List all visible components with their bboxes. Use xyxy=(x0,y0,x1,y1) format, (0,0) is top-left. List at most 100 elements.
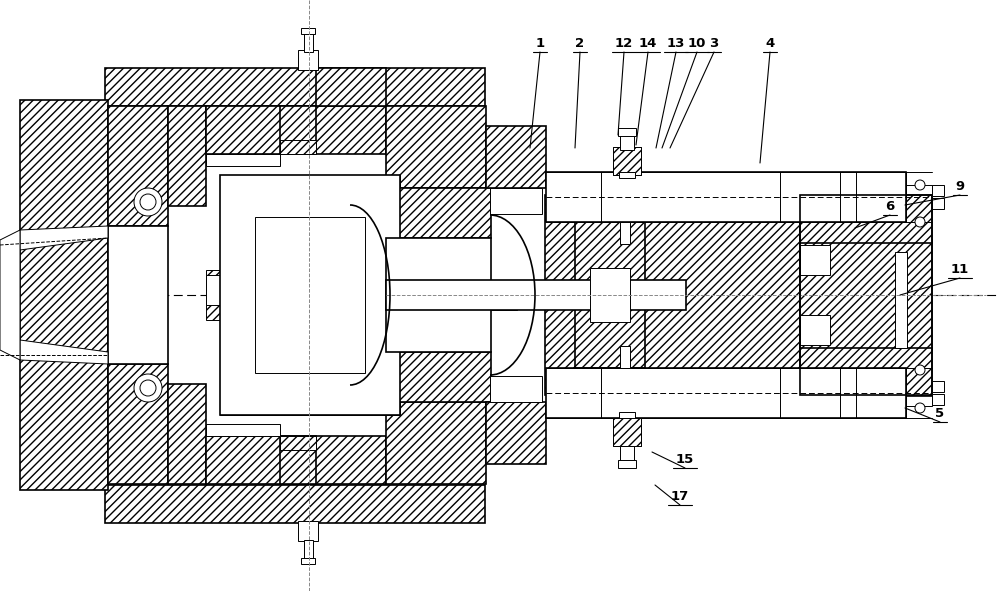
Bar xyxy=(800,195,932,395)
Bar xyxy=(206,154,280,166)
Bar xyxy=(105,68,485,106)
Bar xyxy=(365,217,400,373)
Text: 5: 5 xyxy=(935,407,945,420)
Bar xyxy=(575,195,605,230)
Bar xyxy=(590,268,630,322)
Bar xyxy=(108,364,168,484)
Text: 14: 14 xyxy=(639,37,657,50)
Bar xyxy=(932,198,944,209)
Bar xyxy=(490,188,542,214)
Bar xyxy=(575,360,605,395)
Polygon shape xyxy=(20,340,108,364)
Circle shape xyxy=(915,403,925,413)
Circle shape xyxy=(915,217,925,227)
Bar xyxy=(613,418,641,446)
Text: 11: 11 xyxy=(951,263,969,276)
Bar xyxy=(220,175,400,415)
Bar xyxy=(20,100,108,490)
Bar xyxy=(906,185,932,210)
Circle shape xyxy=(134,374,162,402)
Bar xyxy=(301,558,315,564)
Bar xyxy=(168,106,206,206)
Bar xyxy=(386,106,486,188)
Bar xyxy=(906,381,932,406)
Bar xyxy=(620,134,634,150)
Bar xyxy=(206,436,386,484)
Text: 6: 6 xyxy=(885,200,895,213)
Bar xyxy=(486,402,546,464)
Bar xyxy=(280,436,316,484)
Bar xyxy=(298,521,318,541)
Circle shape xyxy=(140,380,156,396)
Bar xyxy=(895,252,907,348)
Bar xyxy=(108,226,168,364)
Bar xyxy=(575,222,645,368)
Bar xyxy=(280,140,316,154)
Bar xyxy=(800,195,932,243)
Bar xyxy=(220,217,255,373)
Bar xyxy=(206,270,386,290)
Bar xyxy=(618,128,636,136)
Bar xyxy=(168,384,206,484)
Bar xyxy=(316,68,386,106)
Circle shape xyxy=(140,194,156,210)
Polygon shape xyxy=(20,226,108,250)
Bar xyxy=(301,28,315,34)
Circle shape xyxy=(915,180,925,190)
Bar xyxy=(220,175,400,217)
Bar xyxy=(386,238,491,352)
Bar xyxy=(619,172,635,178)
Bar xyxy=(620,222,630,244)
Bar xyxy=(255,217,365,373)
Bar xyxy=(856,368,906,418)
Bar xyxy=(546,368,906,418)
Bar xyxy=(304,30,313,52)
Bar xyxy=(618,460,636,468)
Bar xyxy=(613,147,641,175)
Bar xyxy=(490,376,542,402)
Bar xyxy=(546,172,601,222)
Bar xyxy=(932,381,944,392)
Text: 1: 1 xyxy=(535,37,545,50)
Bar xyxy=(686,280,716,310)
Bar xyxy=(487,280,517,310)
Bar xyxy=(546,172,906,222)
Text: 17: 17 xyxy=(671,490,689,503)
Bar xyxy=(620,446,634,462)
Bar xyxy=(108,106,168,226)
Bar xyxy=(613,418,641,446)
Bar xyxy=(932,185,944,196)
Bar xyxy=(486,126,546,188)
Bar xyxy=(280,436,316,450)
Bar xyxy=(298,50,318,70)
Text: 13: 13 xyxy=(667,37,685,50)
Text: 10: 10 xyxy=(688,37,706,50)
Text: 15: 15 xyxy=(676,453,694,466)
Bar xyxy=(620,346,630,368)
Bar xyxy=(304,540,313,562)
Bar xyxy=(613,147,641,175)
Bar xyxy=(206,275,386,305)
Bar xyxy=(220,373,400,415)
Bar xyxy=(545,195,800,395)
Text: 2: 2 xyxy=(575,37,585,50)
Bar xyxy=(800,245,830,275)
Bar xyxy=(546,368,601,418)
Bar xyxy=(386,280,686,310)
Bar xyxy=(280,106,316,154)
Circle shape xyxy=(915,365,925,375)
Bar xyxy=(800,240,932,350)
Bar xyxy=(206,106,386,154)
Bar xyxy=(619,412,635,418)
Bar xyxy=(206,300,386,320)
Bar xyxy=(856,172,906,222)
Bar xyxy=(105,485,485,523)
Bar xyxy=(206,424,280,436)
Bar xyxy=(386,188,491,238)
Text: 12: 12 xyxy=(615,37,633,50)
Text: 4: 4 xyxy=(765,37,775,50)
Bar xyxy=(932,394,944,405)
Circle shape xyxy=(134,188,162,216)
Bar xyxy=(800,315,830,345)
Text: 9: 9 xyxy=(955,180,965,193)
